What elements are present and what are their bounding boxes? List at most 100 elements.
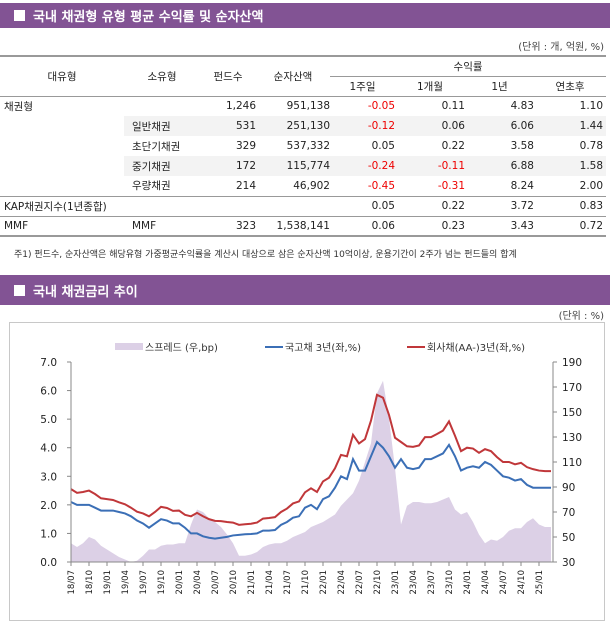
x-tick-label: 22/04 [337,570,347,595]
cell-ytd: 1.58 [534,156,607,176]
x-tick-label: 25/01 [535,570,545,595]
section-header-rates: 국내 채권금리 추이 [0,275,610,305]
cell-y1: 3.43 [510,219,534,232]
cell-w1: 0.05 [371,200,395,212]
cell-m1: 0.11 [441,100,465,113]
cell-minor: 초단기채권 [132,140,181,153]
square-bullet-icon [14,10,25,21]
right-tick-label: 150 [562,407,582,419]
header-1w: 1주일 [349,80,376,93]
cell-ytd: 1.44 [534,116,607,136]
section-title: 국내 채권금리 추이 [33,284,138,300]
cell-w1: -0.45 [367,179,395,192]
left-tick-label: 5.0 [40,414,57,426]
x-tick-label: 24/04 [481,570,491,595]
table-row: 일반채권 531 251,130 -0.12 0.06 6.06 1.44 [0,116,607,136]
left-tick-label: 7.0 [40,357,57,369]
cell-w1: 0.06 [371,219,395,232]
x-tick-label: 21/04 [265,570,275,595]
right-tick-label: 170 [562,382,582,394]
table-row: 초단기채권 329 537,332 0.05 0.22 3.58 0.78 [0,136,606,156]
right-tick-label: 110 [562,457,582,469]
cell-m1: 0.22 [441,200,465,212]
cell-y1: 3.72 [510,200,534,212]
x-tick-label: 19/01 [103,570,113,595]
table-row: MMF MMF 323 1,538,141 0.06 0.23 3.43 0.72 [0,216,607,236]
x-tick-label: 20/01 [175,570,185,595]
cell-ytd: 0.83 [579,200,604,212]
header-aum: 순자산액 [273,70,313,83]
x-tick-label: 21/07 [283,570,293,595]
cell-major: 채권형 [4,100,33,113]
right-tick-label: 30 [562,557,575,569]
x-tick-label: 22/10 [373,570,383,595]
x-tick-label: 23/04 [409,570,419,595]
x-tick-label: 20/07 [211,570,221,595]
left-tick-label: 3.0 [40,471,57,483]
footnote: 주1) 펀드수, 순자산액은 해당유형 가중평균수익률을 계산시 대상으로 삼은… [14,250,517,260]
x-tick-label: 24/10 [517,570,527,595]
cell-y1: 6.88 [465,156,534,176]
cell-ytd: 2.00 [579,179,604,192]
cell-funds: 329 [235,140,256,152]
cell-m1: -0.31 [437,179,465,192]
cell-funds: 214 [235,179,256,192]
right-tick-label: 90 [562,482,575,494]
header-minor: 소유형 [147,70,177,83]
cell-m1: 0.06 [395,116,465,136]
cell-aum: 46,902 [293,179,330,192]
cell-minor: 우량채권 [132,180,171,193]
spread-area [71,380,551,562]
left-tick-label: 6.0 [40,386,57,398]
x-tick-label: 23/07 [427,570,437,595]
cell-y1: 4.83 [510,100,534,113]
left-tick-label: 2.0 [40,500,57,512]
cell-w1: 0.05 [371,140,395,152]
header-1m: 1개월 [416,80,443,93]
x-tick-label: 24/07 [499,570,509,595]
unit-label: (단위 : %) [558,311,604,322]
right-tick-label: 70 [562,507,575,519]
x-tick-label: 19/04 [121,570,131,595]
cell-funds: 172 [200,156,256,176]
cell-ytd: 0.78 [579,140,604,152]
left-tick-label: 1.0 [40,528,57,540]
x-tick-label: 23/01 [391,570,401,595]
table-row: KAP채권지수(1년종합) 0.05 0.22 3.72 0.83 [0,196,607,216]
legend-label: 회사채(AA-)3년(좌,%) [427,342,525,354]
cell-aum: 537,332 [286,140,330,152]
cell-major: KAP채권지수(1년종합) [4,200,107,213]
cell-minor: MMF [132,219,157,232]
x-tick-label: 20/04 [193,570,203,595]
cell-y1: 8.24 [510,179,534,192]
table-row: 우량채권 214 46,902 -0.45 -0.31 8.24 2.00 [0,176,607,196]
header-funds: 펀드수 [213,70,243,83]
cell-w1: -0.05 [367,100,395,113]
x-tick-label: 21/10 [301,570,311,595]
cell-m1: -0.11 [395,156,465,176]
cell-minor: 중기채권 [124,156,200,176]
cell-aum: 251,130 [256,116,330,136]
x-tick-label: 19/10 [157,570,167,595]
header-ytd: 연초후 [555,80,585,93]
cell-ytd: 0.72 [579,219,604,232]
x-tick-label: 23/10 [445,570,455,595]
x-tick-label: 24/01 [463,570,473,595]
rates-chart [9,322,605,621]
cell-ytd: 1.10 [579,100,604,113]
x-tick-label: 22/01 [319,570,329,595]
cell-aum: 951,138 [286,100,330,113]
square-bullet-icon [14,284,25,296]
left-tick-label: 0.0 [40,557,57,569]
right-tick-label: 50 [562,532,575,544]
x-tick-label: 22/07 [355,570,365,595]
returns-table: 대유형 소유형 펀드수 순자산액 수익률 1주일 1개월 1년 연초후 채권형 1… [0,55,607,237]
cell-aum: 1,538,141 [276,219,330,232]
legend-swatch-spread [115,343,143,350]
cell-y1: 3.58 [510,140,534,152]
x-tick-label: 18/07 [67,570,77,595]
right-tick-label: 190 [562,357,582,369]
header-returns: 수익률 [330,56,607,77]
section-title: 국내 채권형 유형 평균 수익률 및 순자산액 [33,10,264,25]
